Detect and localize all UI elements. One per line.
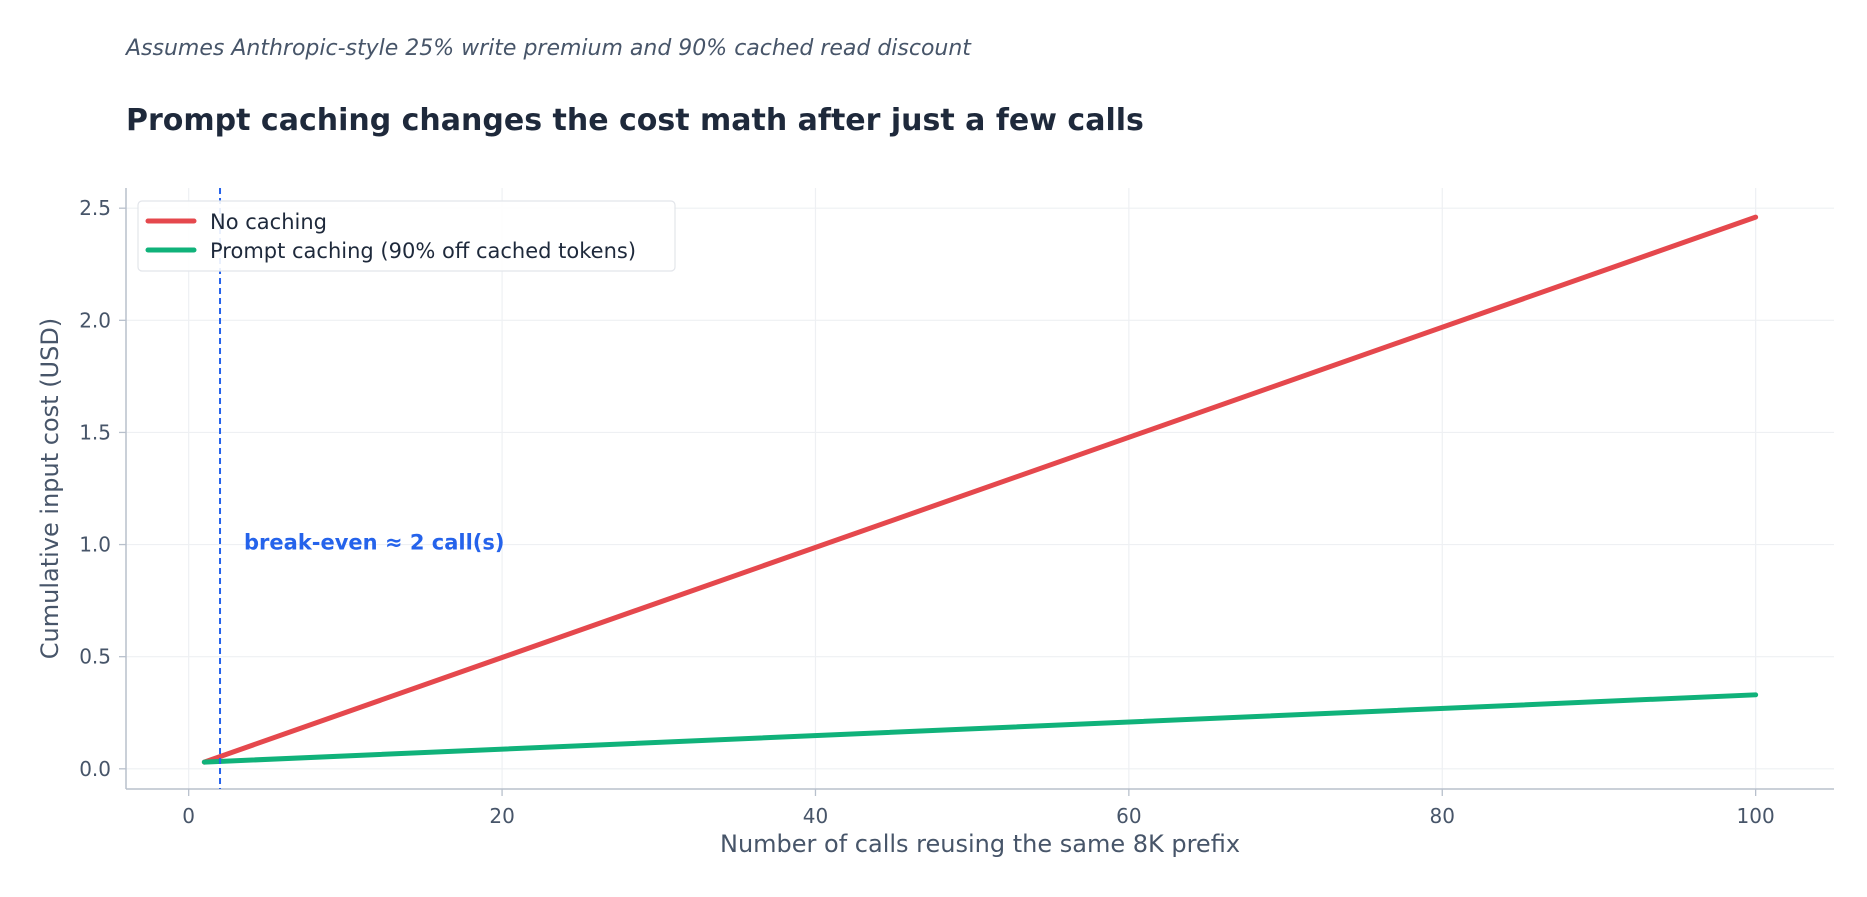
legend: No caching Prompt caching (90% off cached… xyxy=(137,200,676,272)
series xyxy=(201,214,1759,765)
axes xyxy=(125,188,1834,790)
x-tick-label: 20 xyxy=(489,804,514,828)
y-tick-label: 1.0 xyxy=(79,533,111,557)
y-tick-label: 2.0 xyxy=(79,308,111,332)
x-axis-label: Number of calls reusing the same 8K pref… xyxy=(720,830,1240,858)
y-tick-label: 0.5 xyxy=(79,645,111,669)
grid xyxy=(126,188,1834,789)
legend-label: Prompt caching (90% off cached tokens) xyxy=(210,239,636,263)
series-line-1 xyxy=(201,692,1759,765)
legend-label: No caching xyxy=(210,210,327,234)
x-tick-label: 0 xyxy=(182,804,195,828)
chart-title: Prompt caching changes the cost math aft… xyxy=(126,103,1144,138)
chart-subtitle: Assumes Anthropic-style 25% write premiu… xyxy=(126,36,971,61)
break-even-label: break-even ≈ 2 call(s) xyxy=(244,531,504,555)
y-axis-label: Cumulative input cost (USD) xyxy=(36,318,64,659)
annotation: break-even ≈ 2 call(s) xyxy=(219,188,504,789)
x-tick-label: 100 xyxy=(1737,804,1775,828)
y-tick-label: 1.5 xyxy=(79,420,111,444)
x-tick-label: 60 xyxy=(1116,804,1141,828)
legend-box xyxy=(137,200,676,272)
y-tick-label: 2.5 xyxy=(79,196,111,220)
series-line-0 xyxy=(201,214,1759,765)
x-tick-label: 40 xyxy=(803,804,828,828)
y-tick-label: 0.0 xyxy=(79,757,111,781)
x-tick-label: 80 xyxy=(1430,804,1455,828)
ticks: 0 20 40 60 80 100 0.0 0.5 1.0 1.5 2.0 2.5 xyxy=(79,196,1775,828)
